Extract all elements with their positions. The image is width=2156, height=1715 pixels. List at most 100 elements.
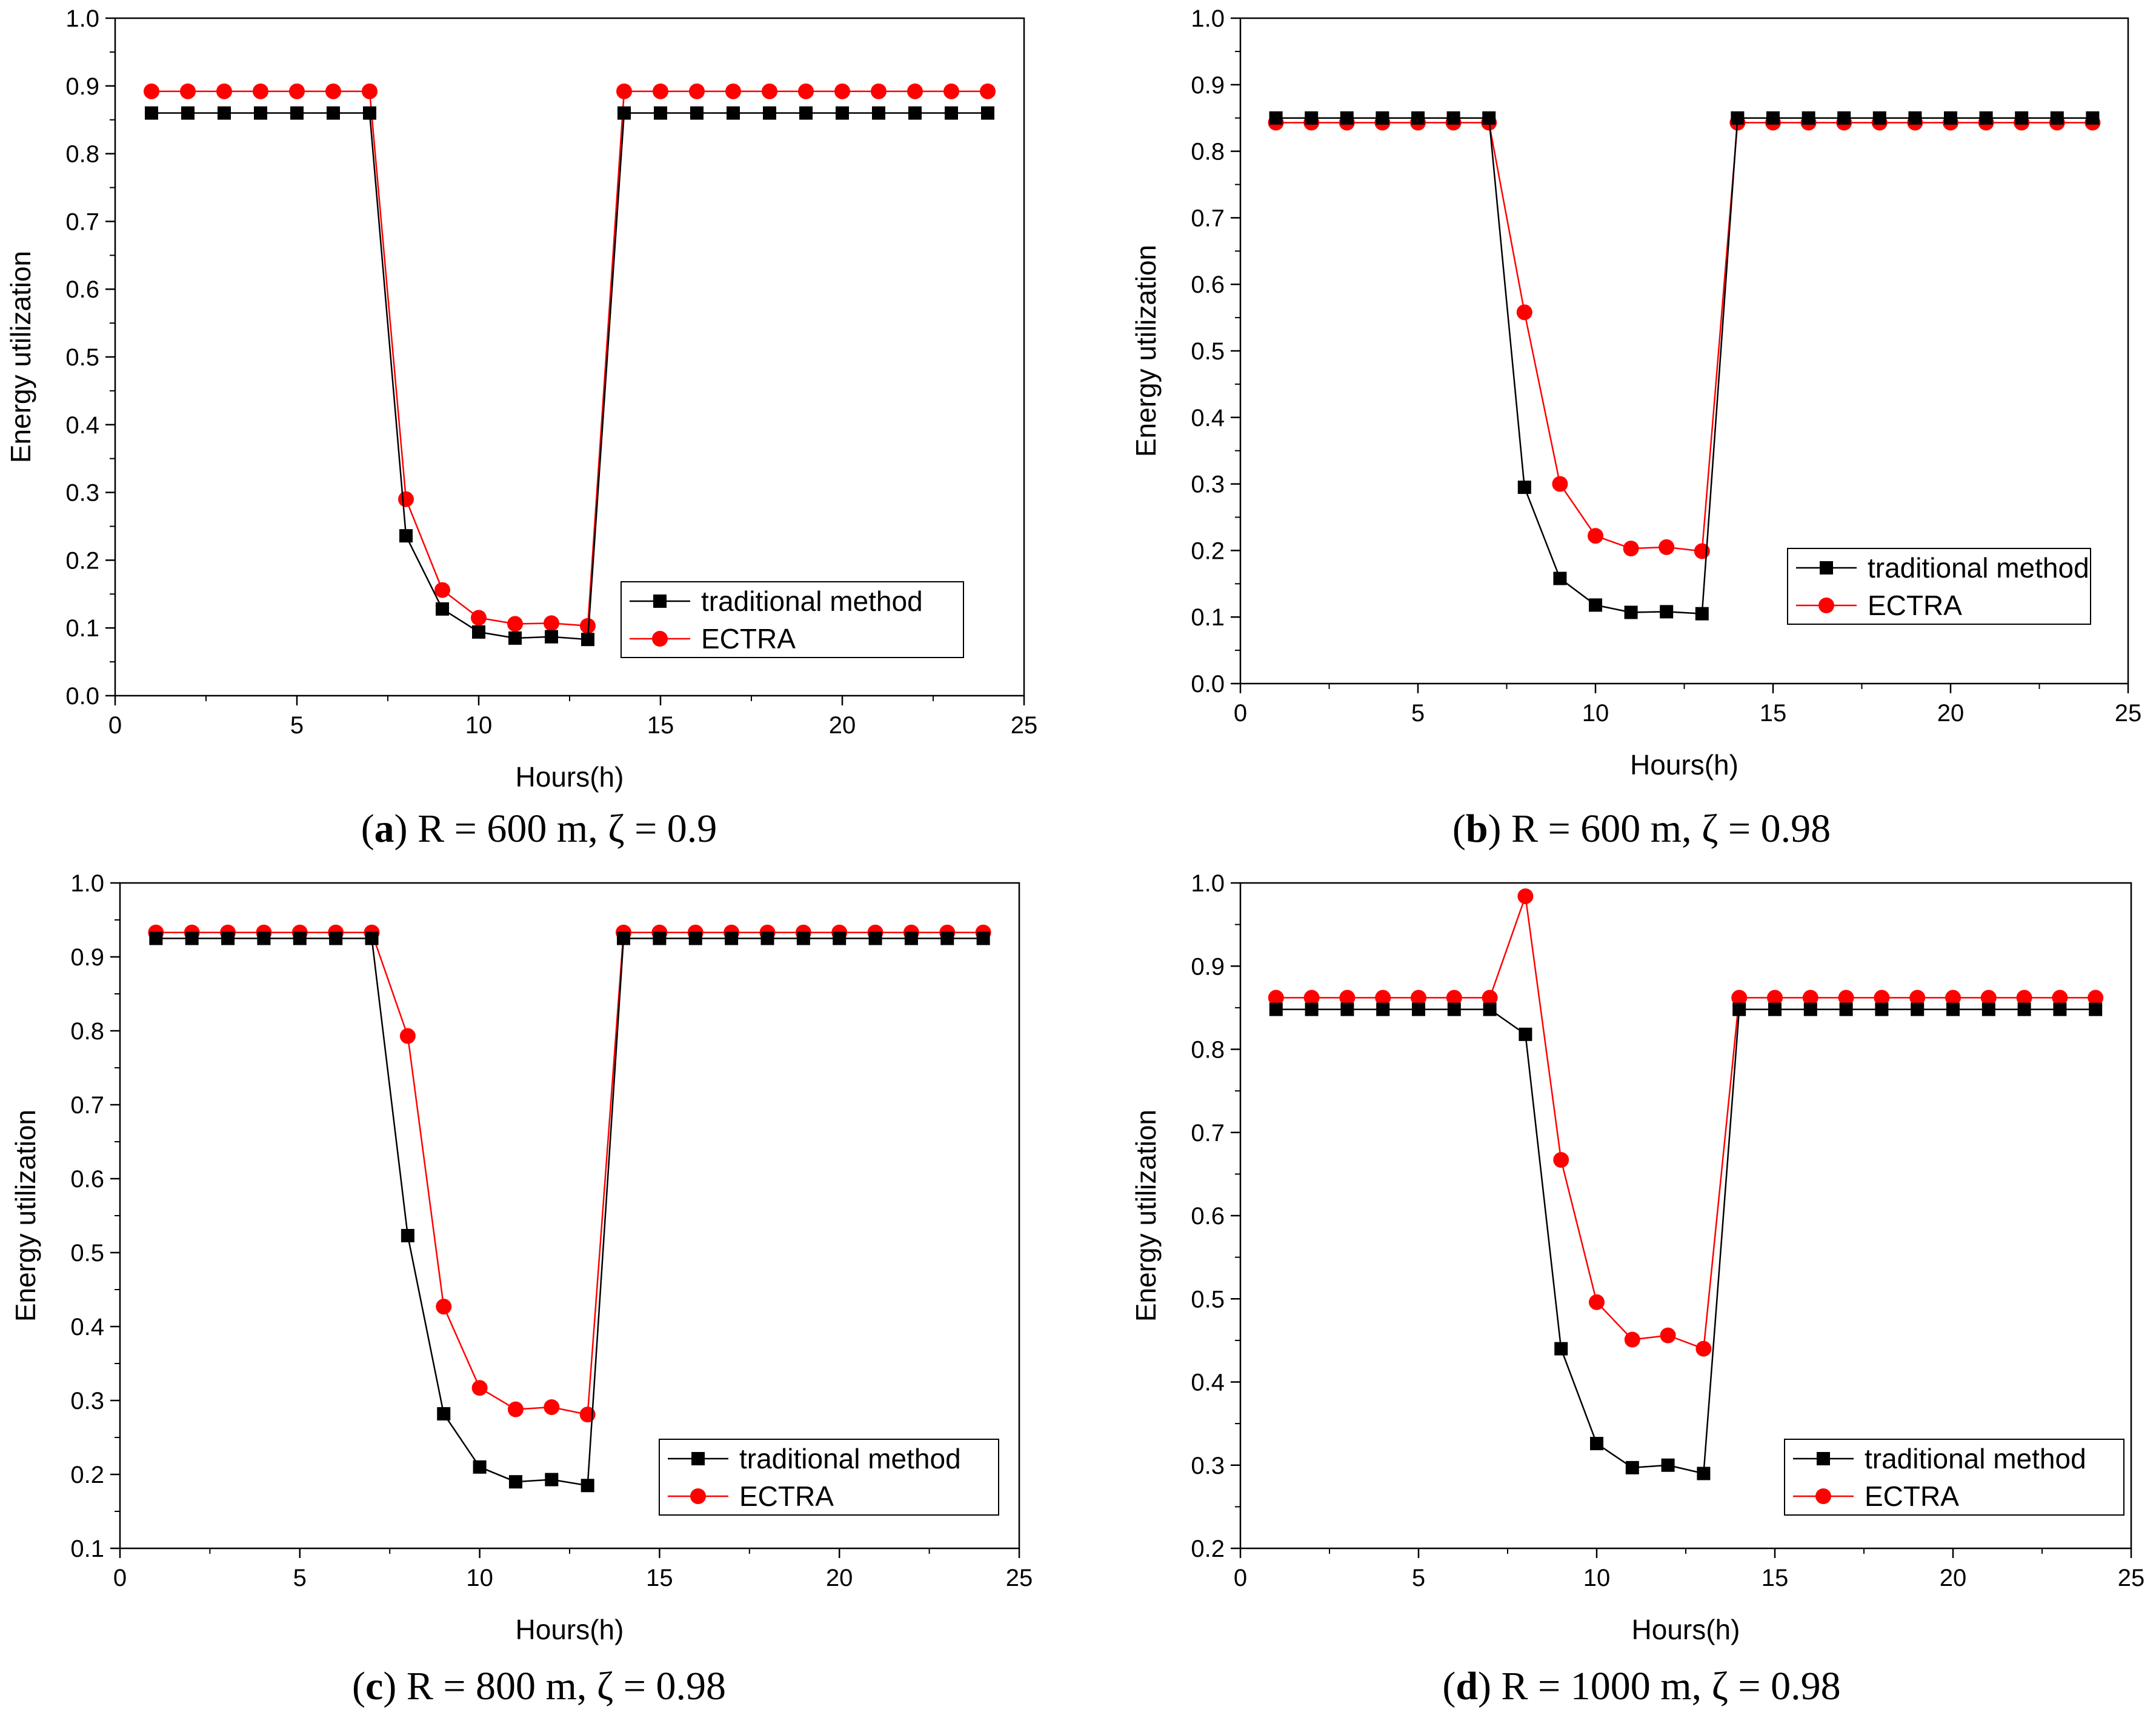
data-point-traditional-c (508, 1475, 522, 1489)
data-point-ectra-d (2088, 990, 2104, 1006)
x-tick-label-d: 20 (1940, 1565, 1967, 1591)
data-point-traditional-a (617, 106, 631, 120)
data-point-traditional-a (399, 529, 413, 543)
y-tick-label-d: 0.7 (1191, 1120, 1225, 1147)
data-point-traditional-d (1625, 1460, 1639, 1474)
data-point-traditional-b (1517, 481, 1531, 495)
legend-label-traditional-b: traditional method (1868, 552, 2089, 584)
x-tick-label-a: 20 (829, 712, 856, 739)
x-tick-label-a: 15 (647, 712, 674, 739)
caption-b-text: R = 600 m, ζ = 0.98 (1501, 807, 1831, 851)
data-point-ectra-d (1589, 1294, 1605, 1310)
data-point-traditional-c (437, 1407, 451, 1420)
x-tick-label-c: 0 (113, 1565, 127, 1591)
data-point-ectra-c (399, 1028, 416, 1044)
y-tick-label-b: 1.0 (1191, 5, 1225, 32)
data-point-ectra-d (1695, 1340, 1712, 1357)
data-point-traditional-d (1590, 1437, 1603, 1451)
data-point-traditional-b (1944, 111, 1957, 125)
data-point-traditional-a (181, 106, 195, 120)
data-point-traditional-b (2086, 111, 2100, 125)
x-tick-label-c: 15 (646, 1565, 673, 1591)
data-point-traditional-b (1553, 571, 1567, 585)
data-point-traditional-d (1768, 1002, 1782, 1016)
data-point-traditional-c (760, 931, 774, 945)
data-point-traditional-c (473, 1460, 487, 1474)
data-point-ectra-c (544, 1399, 560, 1415)
y-tick-label-a: 0.9 (65, 73, 99, 100)
chart-b-svg: 0 5 10 15 20 25 0.0 0.1 0.2 0.3 0.4 0.5 0.6 0.7 0.8 0.9… (1130, 5, 2142, 781)
data-point-traditional-a (145, 106, 158, 120)
data-point-ectra-a (762, 83, 777, 99)
data-point-traditional-d (1340, 1002, 1354, 1016)
chart-panel-c: 0 5 10 15 20 25 0.1 0.2 0.3 0.4 0.5 0.6 0.7 0.8 0.9 1.0… (0, 858, 1078, 1715)
data-point-ectra-a (616, 83, 632, 99)
data-point-traditional-b (1305, 111, 1319, 125)
y-tick-label-c: 0.5 (70, 1240, 104, 1267)
x-tick-label-b: 0 (1234, 700, 1247, 727)
data-point-traditional-a (690, 106, 704, 120)
data-point-traditional-b (1872, 111, 1886, 125)
series-line-ectra-a (151, 90, 988, 627)
data-point-traditional-c (940, 931, 954, 945)
data-point-ectra-d (1482, 990, 1498, 1006)
y-axis-title-c: Energy utilization (10, 1110, 41, 1322)
y-tick-label-b: 0.7 (1191, 205, 1225, 231)
data-point-traditional-b (1660, 605, 1674, 619)
data-point-ectra-d (1838, 990, 1854, 1006)
data-point-ectra-d (2052, 990, 2068, 1006)
data-point-ectra-a (544, 615, 559, 631)
caption-a: (a) R = 600 m, ζ = 0.9 (361, 807, 717, 851)
y-tick-label-c: 0.2 (70, 1462, 104, 1488)
data-point-traditional-d (1661, 1458, 1675, 1472)
caption-b-letter: b (1465, 807, 1488, 851)
x-tick-label-a: 0 (108, 712, 122, 739)
y-tick-label-a: 1.0 (65, 5, 99, 32)
data-point-traditional-a (290, 106, 304, 120)
data-point-traditional-a (727, 106, 740, 120)
data-point-traditional-c (293, 931, 307, 945)
legend-label-traditional-d: traditional method (1865, 1443, 2086, 1474)
caption-c: (c) R = 800 m, ζ = 0.98 (352, 1664, 726, 1708)
data-point-traditional-b (1837, 111, 1851, 125)
data-point-traditional-b (1269, 111, 1283, 125)
data-point-ectra-a (980, 83, 996, 99)
data-point-traditional-d (1412, 1002, 1425, 1016)
x-axis-title-c: Hours(h) (516, 1614, 624, 1645)
data-point-traditional-b (1340, 111, 1354, 125)
x-tick-label-b: 25 (2115, 700, 2142, 727)
y-tick-label-c: 0.6 (70, 1166, 104, 1193)
data-point-ectra-a (907, 83, 923, 99)
data-point-traditional-c (581, 1479, 594, 1493)
series-line-traditional-d (1276, 1008, 2096, 1475)
legend-label-ectra-c: ECTRA (739, 1480, 834, 1512)
data-point-ectra-b (1516, 304, 1532, 321)
data-point-ectra-d (1517, 888, 1534, 904)
legend-marker-traditional-a (653, 594, 667, 608)
x-tick-label-b: 10 (1582, 700, 1609, 727)
data-point-traditional-d (1946, 1002, 1960, 1016)
series-line-ectra-b (1276, 122, 2093, 552)
data-point-ectra-d (1660, 1327, 1676, 1344)
legend-label-traditional-a: traditional method (701, 585, 923, 617)
legend-marker-ectra-b (1818, 598, 1834, 613)
x-tick-label-c: 25 (1006, 1565, 1033, 1591)
y-tick-label-c: 0.1 (70, 1536, 104, 1562)
chart-panel-a: 0 5 10 15 20 25 0.0 0.1 0.2 0.3 0.4 0.5 0.6 0.7 0.8 0.9… (0, 0, 1078, 858)
y-tick-label-a: 0.4 (65, 412, 99, 439)
data-point-ectra-a (798, 83, 814, 99)
y-tick-label-d: 0.3 (1191, 1453, 1225, 1479)
data-point-traditional-c (401, 1228, 414, 1242)
data-point-traditional-d (1697, 1467, 1711, 1480)
data-point-ectra-d (1446, 990, 1462, 1006)
series-line-traditional-c (156, 937, 983, 1487)
data-point-traditional-c (149, 931, 163, 945)
legend-marker-ectra-c (690, 1488, 706, 1504)
y-tick-label-d: 0.2 (1191, 1536, 1225, 1562)
data-point-traditional-d (1732, 1002, 1746, 1016)
data-point-ectra-d (1268, 990, 1284, 1006)
x-tick-label-d: 0 (1234, 1565, 1247, 1591)
series-line-traditional-a (151, 112, 988, 641)
data-point-ectra-a (216, 83, 232, 99)
data-point-ectra-a (725, 83, 741, 99)
